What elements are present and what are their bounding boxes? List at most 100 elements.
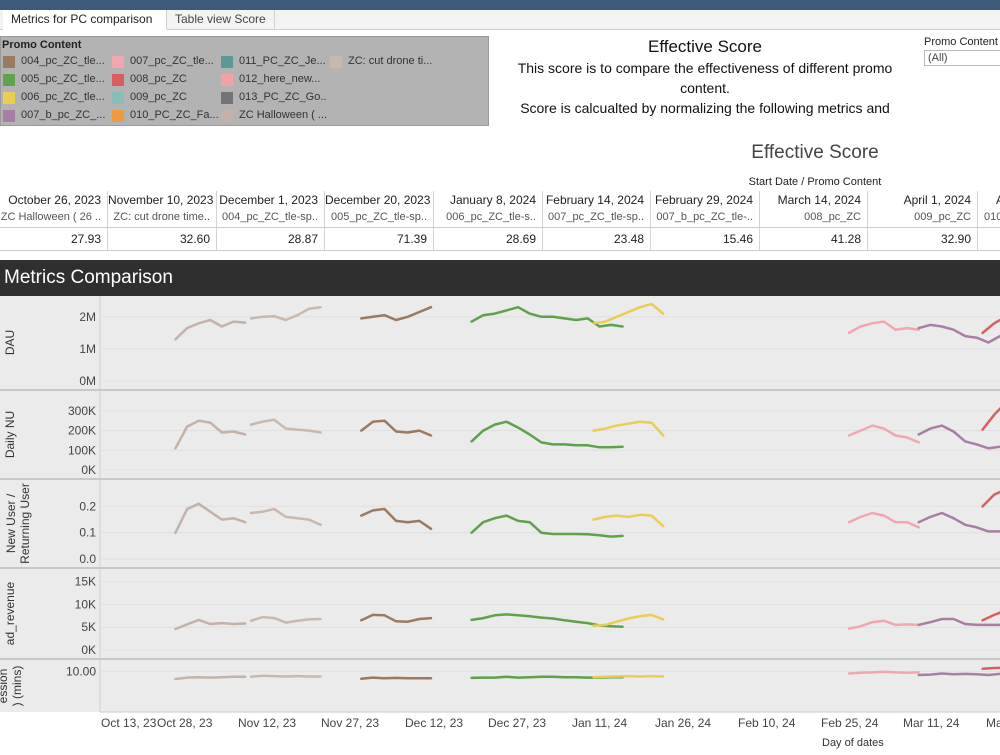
series-line[interactable] — [360, 305, 433, 322]
panel-background — [0, 480, 1000, 567]
x-tick-label: Mar 11, 24 — [903, 716, 960, 730]
promo-content-dropdown[interactable]: (All) — [924, 50, 1000, 66]
series-line[interactable] — [360, 419, 433, 437]
panel-background — [0, 391, 1000, 478]
legend-label: 006_pc_ZC_tle... — [21, 91, 105, 103]
y-tick-label: 2M — [79, 310, 96, 324]
legend-item[interactable]: 004_pc_ZC_tle... — [3, 54, 109, 70]
series-line[interactable] — [592, 674, 665, 679]
score-desc-line: Score is calcualted by normalizing the f… — [520, 100, 890, 116]
panel-background — [0, 569, 1000, 658]
series-line[interactable] — [360, 507, 433, 531]
score-column[interactable]: November 10, 2023 ZC: cut drone time.. 32.… — [108, 191, 217, 251]
legend-item[interactable]: 007_pc_ZC_tle... — [112, 54, 218, 70]
y-tick-label: 0.0 — [79, 552, 96, 566]
series-line[interactable] — [847, 670, 920, 675]
series-line[interactable] — [174, 419, 247, 450]
series-line[interactable] — [917, 424, 1000, 450]
series-line[interactable] — [360, 676, 433, 680]
series-line[interactable] — [592, 613, 665, 628]
series-line[interactable] — [174, 502, 247, 534]
series-line[interactable] — [249, 305, 322, 322]
legend-label: ZC Halloween ( ... — [239, 109, 327, 121]
metrics-chart[interactable]: 2M 1M 0M DAU 300K 200K 100K 0K Daily NU 0.2 0.1 0.0… — [0, 296, 1000, 750]
legend-item[interactable]: ZC: cut drone ti... — [330, 54, 460, 70]
legend-swatch — [3, 56, 15, 68]
series-line[interactable] — [981, 610, 1000, 622]
series-line[interactable] — [249, 418, 322, 434]
y-tick-label: 100K — [68, 443, 96, 457]
series-line[interactable] — [981, 317, 1000, 335]
x-tick-label: Feb 25, 24 — [821, 716, 879, 730]
legend-item[interactable]: 009_pc_ZC — [112, 90, 218, 106]
score-column[interactable]: April 1, 2024 009_pc_ZC 32.90 — [868, 191, 978, 251]
score-column[interactable]: January 8, 2024 006_pc_ZC_tle-s.. 28.69 — [434, 191, 543, 251]
score-column[interactable]: December 20, 2023 005_pc_ZC_tle-sp.. 71.39 — [325, 191, 434, 251]
series-line[interactable] — [470, 305, 624, 328]
series-line[interactable] — [917, 672, 1000, 677]
series-line[interactable] — [592, 420, 665, 437]
score-value: 41.28 — [830, 232, 861, 246]
series-line[interactable] — [847, 619, 920, 630]
x-tick-label: Oct 28, 23 — [157, 716, 213, 730]
y-tick-label: 0M — [79, 374, 96, 388]
score-value: 27.93 — [70, 232, 101, 246]
score-column[interactable]: March 14, 2024 008_pc_ZC 41.28 — [760, 191, 868, 251]
score-value: 28.87 — [287, 232, 318, 246]
y-tick-label: 0K — [81, 643, 96, 657]
legend-swatch — [112, 56, 124, 68]
series-line[interactable] — [847, 511, 920, 529]
legend-item[interactable]: ZC Halloween ( ... — [221, 108, 327, 124]
series-line[interactable] — [249, 507, 322, 527]
score-column[interactable]: February 29, 2024 007_b_pc_ZC_tle-.. 15.46 — [651, 191, 760, 251]
tab-metrics-for-pc-comparison[interactable]: Metrics for PC comparison — [3, 10, 167, 30]
series-line[interactable] — [917, 511, 1000, 533]
legend-item[interactable]: 007_b_pc_ZC_... — [3, 108, 109, 124]
series-line[interactable] — [917, 617, 1000, 627]
legend-item[interactable]: 011_PC_ZC_Je... — [221, 54, 327, 70]
tab-table-view-score[interactable]: Table view Score — [167, 10, 275, 30]
series-line[interactable] — [592, 513, 665, 528]
series-line[interactable] — [981, 489, 1000, 522]
series-line[interactable] — [249, 615, 322, 624]
legend-item[interactable]: 013_PC_ZC_Go... — [221, 90, 327, 106]
score-column[interactable]: December 1, 2023 004_pc_ZC_tle-sp.. 28.87 — [217, 191, 325, 251]
legend-item[interactable]: 005_pc_ZC_tle... — [3, 72, 109, 88]
score-column[interactable]: October 26, 2023 ZC Halloween ( 26 .. 27.9… — [0, 191, 108, 251]
series-line[interactable] — [174, 318, 247, 341]
table-divider — [0, 250, 1000, 251]
series-line[interactable] — [360, 613, 433, 623]
legend-item[interactable]: 008_pc_ZC — [112, 72, 218, 88]
series-line[interactable] — [917, 323, 1000, 344]
series-line[interactable] — [592, 302, 665, 325]
legend-label: ZC: cut drone ti... — [348, 55, 433, 67]
legend-item[interactable]: 012_here_new... — [221, 72, 327, 88]
series-line[interactable] — [470, 514, 624, 538]
score-column[interactable]: A 010 — [978, 191, 1000, 251]
x-tick-label: Nov 12, 23 — [238, 716, 296, 730]
series-line[interactable] — [847, 320, 920, 335]
series-line[interactable] — [981, 403, 1000, 439]
legend-swatch — [112, 74, 124, 86]
series-line[interactable] — [174, 675, 247, 681]
table-divider — [0, 227, 1000, 228]
series-line[interactable] — [249, 674, 322, 679]
score-date: December 1, 2023 — [219, 193, 318, 207]
y-tick-label: 5K — [81, 620, 96, 634]
legend-item[interactable]: 010_PC_ZC_Fa... — [112, 108, 218, 124]
score-value: 32.90 — [940, 232, 971, 246]
series-line[interactable] — [847, 424, 920, 444]
tab-bar: Metrics for PC comparison Table view Sco… — [0, 10, 1000, 30]
panel-background — [0, 660, 1000, 712]
promo-content-legend: Promo Content 004_pc_ZC_tle... 005_pc_ZC… — [0, 36, 489, 126]
series-line[interactable] — [174, 618, 247, 631]
series-line[interactable] — [470, 420, 624, 449]
legend-item[interactable]: 006_pc_ZC_tle... — [3, 90, 109, 106]
series-line[interactable] — [981, 666, 1000, 671]
score-column[interactable]: February 14, 2024 007_pc_ZC_tle-sp.. 23.48 — [543, 191, 651, 251]
score-table: October 26, 2023 ZC Halloween ( 26 .. 27.9… — [0, 191, 1000, 251]
score-date: April 1, 2024 — [903, 193, 971, 207]
y-tick-label: 200K — [68, 424, 96, 438]
score-value: 71.39 — [396, 232, 427, 246]
score-date: November 10, 2023 — [108, 193, 214, 207]
